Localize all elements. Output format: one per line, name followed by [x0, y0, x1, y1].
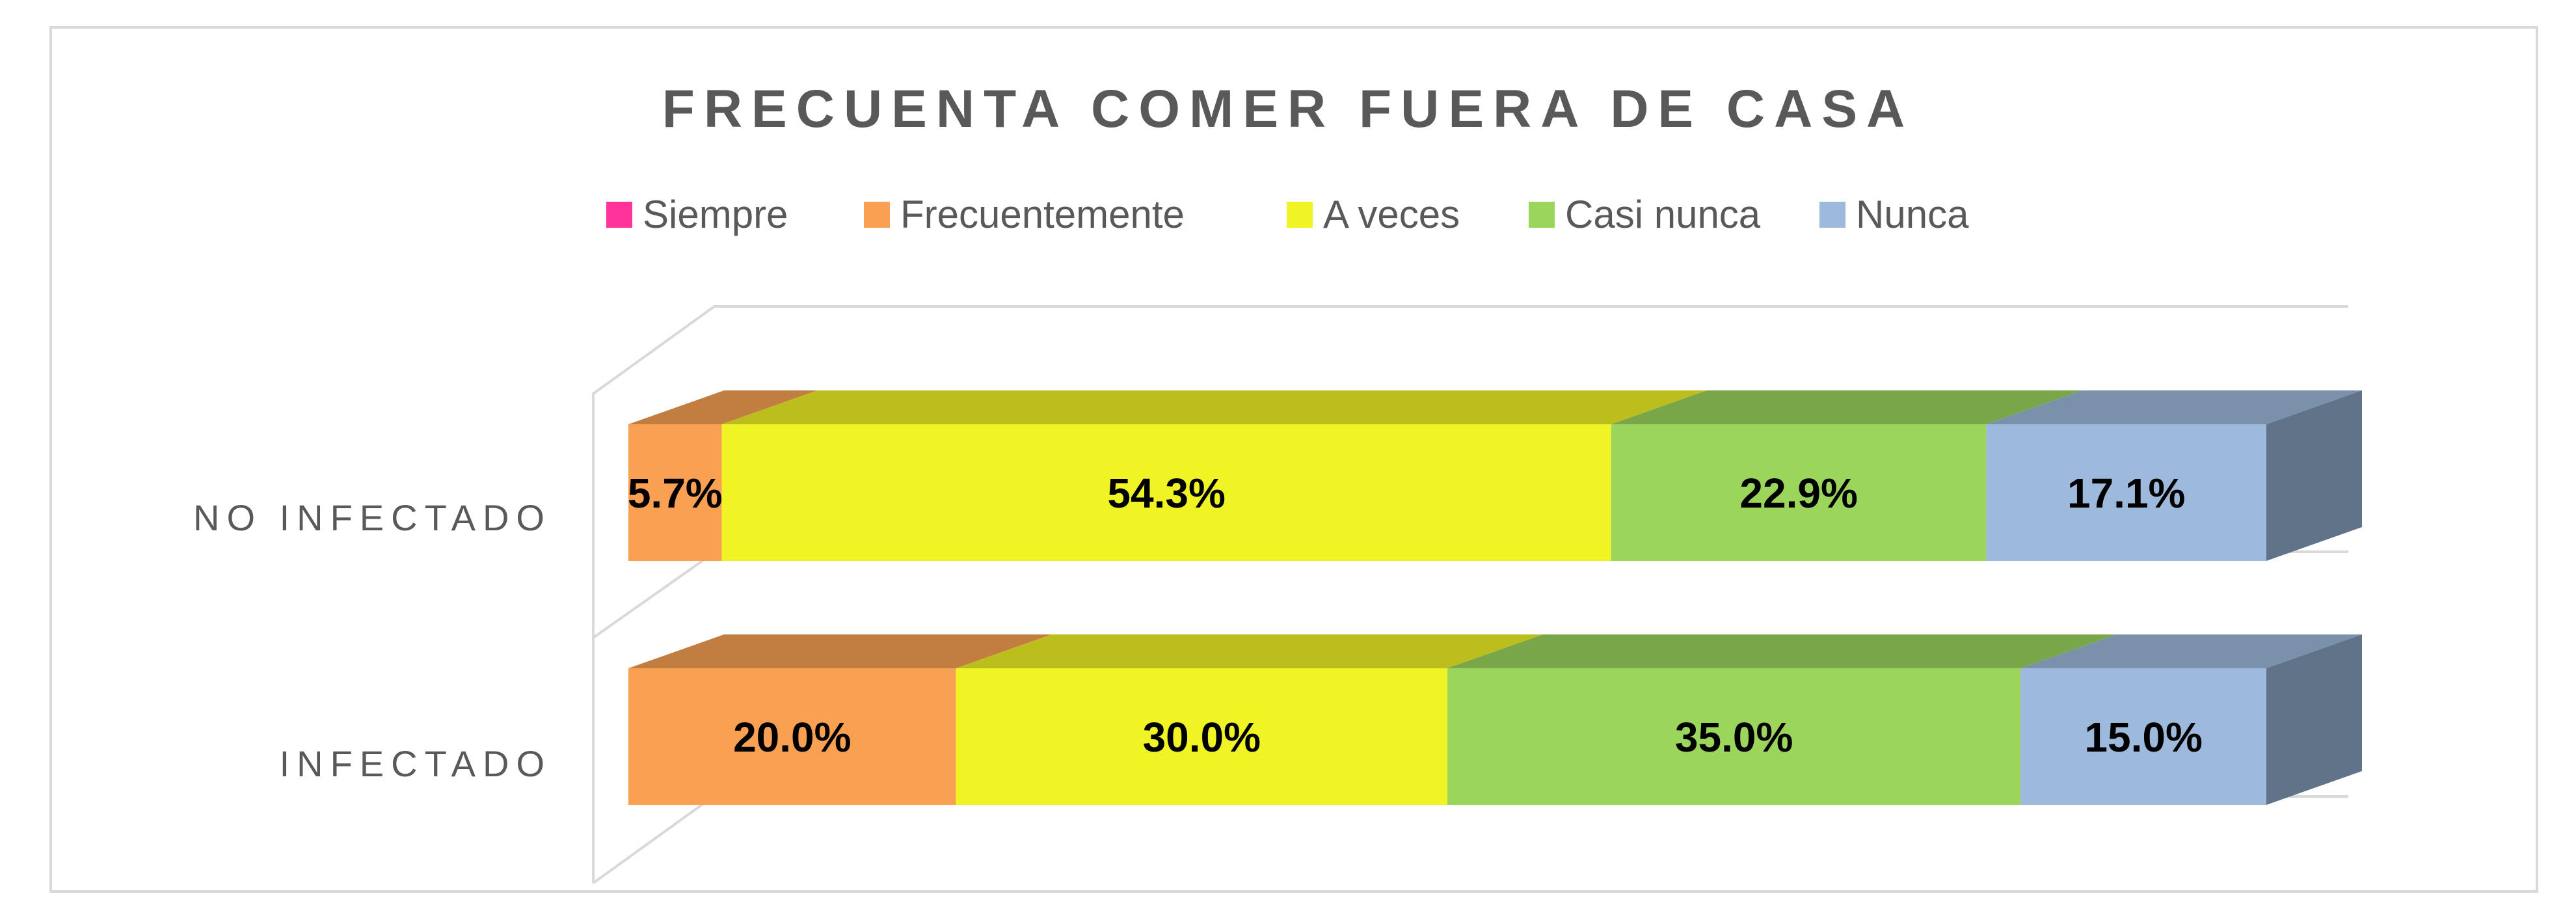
bar-top-infectado-frecuentemente — [628, 634, 1052, 668]
data-label-no-infectado-frecuentemente: 5.7% — [628, 470, 723, 517]
legend-swatch-nunca — [1819, 202, 1845, 228]
bar-top-infectado-nunca — [2020, 634, 2362, 668]
legend-swatch-siempre — [606, 202, 632, 228]
legend-swatch-a-veces — [1287, 202, 1313, 228]
bar-top-infectado-casi-nunca — [1447, 634, 2117, 668]
data-label-no-infectado-nunca: 17.1% — [2067, 470, 2185, 517]
bar-side-infectado — [2266, 634, 2362, 805]
legend-label-siempre: Siempre — [643, 193, 788, 236]
chart-title: FRECUENTA COMER FUERA DE CASA — [662, 79, 1914, 139]
bar-top-no-infectado-nunca — [1986, 390, 2362, 424]
legend-swatch-casi-nunca — [1529, 202, 1555, 228]
legend-swatch-frecuentemente — [864, 202, 890, 228]
bar-group-no-infectado: 5.7% 54.3% 22.9% 17.1% — [628, 390, 2362, 561]
legend-label-casi-nunca: Casi nunca — [1565, 193, 1761, 236]
bar-no-infectado-nunca — [1986, 424, 2266, 561]
bar-no-infectado-casi-nunca — [1611, 424, 1987, 561]
bar-top-no-infectado-frecuentemente — [628, 390, 818, 424]
wall-divider — [592, 551, 716, 639]
bar-top-no-infectado-a-veces — [721, 390, 1707, 424]
chart-walls — [592, 305, 2348, 884]
legend-label-nunca: Nunca — [1856, 193, 1969, 236]
data-label-no-infectado-casi-nunca: 22.9% — [1739, 470, 1857, 517]
plot-area: 5.7% 54.3% 22.9% 17.1% 20.0% 30.0% 35.0% 15.0% — [628, 390, 2362, 805]
category-label-infectado: INFECTADO — [280, 743, 552, 784]
back-wall-edge — [592, 305, 2348, 883]
legend-label-a-veces: A veces — [1323, 193, 1460, 236]
data-label-infectado-a-veces: 30.0% — [1143, 714, 1261, 761]
legend: Siempre Frecuentemente A veces Casi nunca Nu… — [606, 193, 1969, 236]
floor-edge — [592, 795, 716, 884]
data-label-no-infectado-a-veces: 54.3% — [1107, 470, 1225, 517]
bar-infectado-frecuentemente — [628, 668, 956, 805]
bar-no-infectado-a-veces — [721, 424, 1611, 561]
bar-infectado-nunca — [2020, 668, 2266, 805]
bar-infectado-a-veces — [956, 668, 1447, 805]
data-label-infectado-nunca: 15.0% — [2084, 714, 2202, 761]
category-label-no-infectado: NO INFECTADO — [193, 497, 552, 538]
legend-label-frecuentemente: Frecuentemente — [900, 193, 1185, 236]
bar-top-no-infectado-casi-nunca — [1611, 390, 2082, 424]
bar-group-infectado: 20.0% 30.0% 35.0% 15.0% — [628, 634, 2362, 805]
bar-infectado-casi-nunca — [1447, 668, 2021, 805]
bar-side-no-infectado — [2266, 390, 2362, 561]
data-label-infectado-casi-nunca: 35.0% — [1675, 714, 1793, 761]
bar-top-infectado-a-veces — [956, 634, 1543, 668]
category-axis: NO INFECTADO INFECTADO — [193, 497, 552, 784]
data-label-infectado-frecuentemente: 20.0% — [733, 714, 851, 761]
bar-no-infectado-frecuentemente — [628, 424, 722, 561]
